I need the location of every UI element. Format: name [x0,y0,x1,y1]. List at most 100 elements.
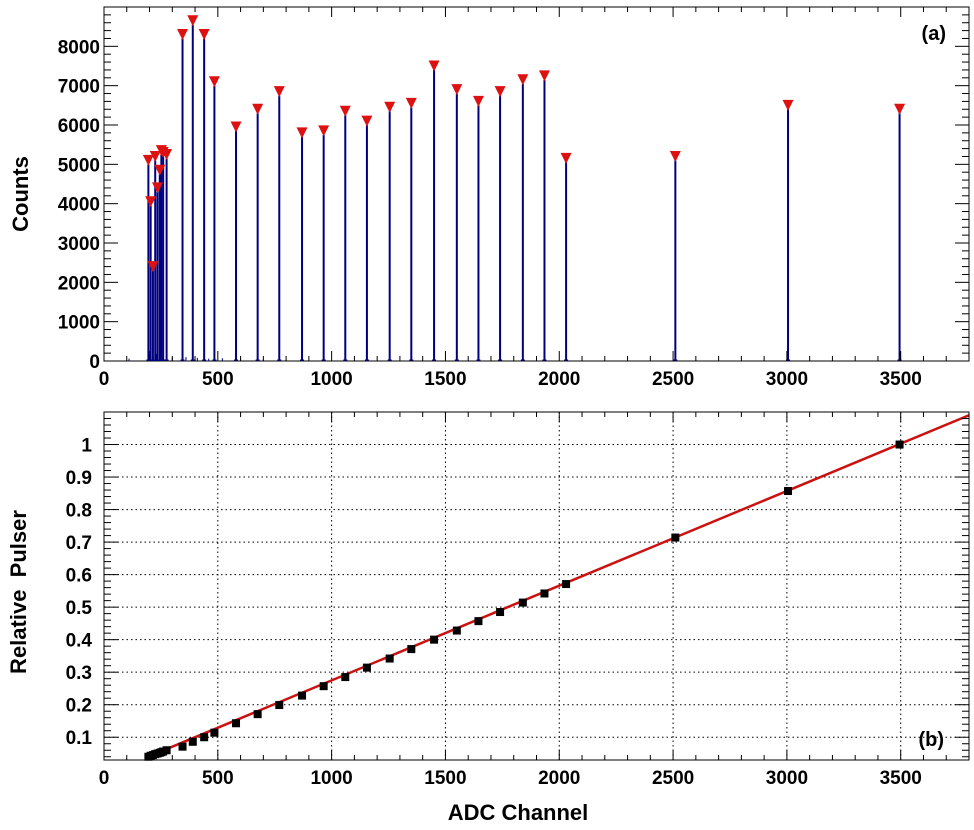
peak-marker [428,60,440,72]
peak-marker [782,99,794,111]
peak-marker [384,101,396,113]
x-tick-label: 0 [99,369,110,390]
y-tick-label: 6000 [58,116,100,137]
calibration-y-axis-title: Relative Pulser [6,510,31,674]
calibration-point [319,682,328,691]
calibration-panel: 0 500 1000 1500 2000 2500 3000 3500 0.10.20.30.… [6,411,970,825]
calibration-point [518,598,527,607]
calibration-point [232,719,241,728]
spectrum-peaks [146,24,902,361]
calibration-point [474,617,483,626]
calibration-point [784,487,793,496]
calibration-y-ticks: 0.1 0.2 0.3 0.4 0.5 0.6 0.7 0.8 0.9 1 [66,418,969,758]
x-tick-label: 2500 [652,369,694,390]
calibration-point [362,663,371,672]
calibration-point [562,580,571,589]
peak-marker [361,115,373,127]
peak-marker [538,70,550,82]
peak-marker [472,95,484,107]
peak-marker [894,103,906,115]
peak-marker [669,150,681,162]
x-tick-label: 500 [202,369,234,390]
calibration-point [671,533,680,542]
y-tick-label: 0.2 [66,696,92,717]
x-tick-label: 2500 [652,768,694,789]
x-tick-label: 500 [202,768,234,789]
y-tick-label: 0.8 [66,501,92,522]
y-tick-label: 0.7 [66,533,92,554]
peak-markers [142,15,906,273]
calibration-point [200,733,209,742]
panel-label-a: (a) [922,23,946,45]
calibration-point [178,742,187,751]
y-tick-label: 0.5 [66,598,93,619]
peak-marker [145,196,157,208]
peak-marker [161,149,173,160]
peak-marker [560,152,572,164]
calibration-point [407,645,416,654]
y-tick-label: 0.4 [66,631,93,652]
peak-marker [273,86,285,98]
y-tick-label: 0.1 [66,728,93,749]
linear-fit-line [144,414,970,760]
y-tick-label: 1 [81,436,92,457]
y-tick-label: 0.9 [66,468,92,489]
y-tick-label: 7000 [58,77,100,98]
calibration-point [210,728,219,737]
peak-marker [187,15,199,27]
calibration-point [540,589,549,598]
x-tick-label: 3000 [766,768,808,789]
peak-marker [494,86,506,98]
calibration-point [452,626,461,635]
calibration-point [188,737,197,746]
calibration-point [430,635,439,644]
x-tick-label: 3500 [880,369,922,390]
y-tick-label: 3000 [58,234,100,255]
calibration-point [298,691,307,700]
x-tick-label: 3500 [880,768,922,789]
peak-marker [147,261,159,273]
calibration-point [162,746,171,755]
calibration-point [895,440,904,449]
calibration-points [144,440,904,761]
calibration-point [496,608,505,617]
peak-marker [177,29,189,41]
peak-marker [198,29,210,41]
peak-marker [208,76,220,88]
x-tick-label: 1000 [310,369,352,390]
peak-marker [230,121,242,133]
x-tick-label: 0 [99,768,110,789]
x-tick-label: 1000 [310,768,352,789]
calibration-point [341,673,350,682]
peak-marker [339,105,351,117]
panel-label-b: (b) [918,729,944,751]
spectrum-x-ticks: 0 500 1000 1500 2000 2500 3000 3500 [99,7,970,390]
x-tick-label: 2000 [538,768,580,789]
peak-marker [517,74,529,86]
y-tick-label: 0 [89,352,100,373]
peak-marker [405,97,417,109]
y-tick-label: 0.3 [66,663,92,684]
y-tick-label: 5000 [58,155,100,176]
peak-marker [252,103,264,115]
y-tick-label: 0.6 [66,566,92,587]
calibration-x-axis-title: ADC Channel [448,800,589,825]
calibration-point [253,710,262,719]
calibration-point [275,701,284,710]
calibration-grid [104,412,969,760]
peak-marker [318,125,330,137]
peak-marker [154,164,166,176]
peak-marker [149,150,161,162]
peak-marker [142,154,154,166]
spectrum-y-ticks: 0 1000 2000 3000 4000 5000 6000 7000 8000 [58,14,969,373]
calibration-point [385,654,394,663]
peak-marker [451,84,463,96]
y-tick-label: 4000 [58,195,100,216]
spectrum-y-axis-title: Counts [8,156,33,232]
x-tick-label: 1500 [424,369,466,390]
y-tick-label: 1000 [58,313,100,334]
x-tick-label: 3000 [766,369,808,390]
x-tick-label: 1500 [424,768,466,789]
